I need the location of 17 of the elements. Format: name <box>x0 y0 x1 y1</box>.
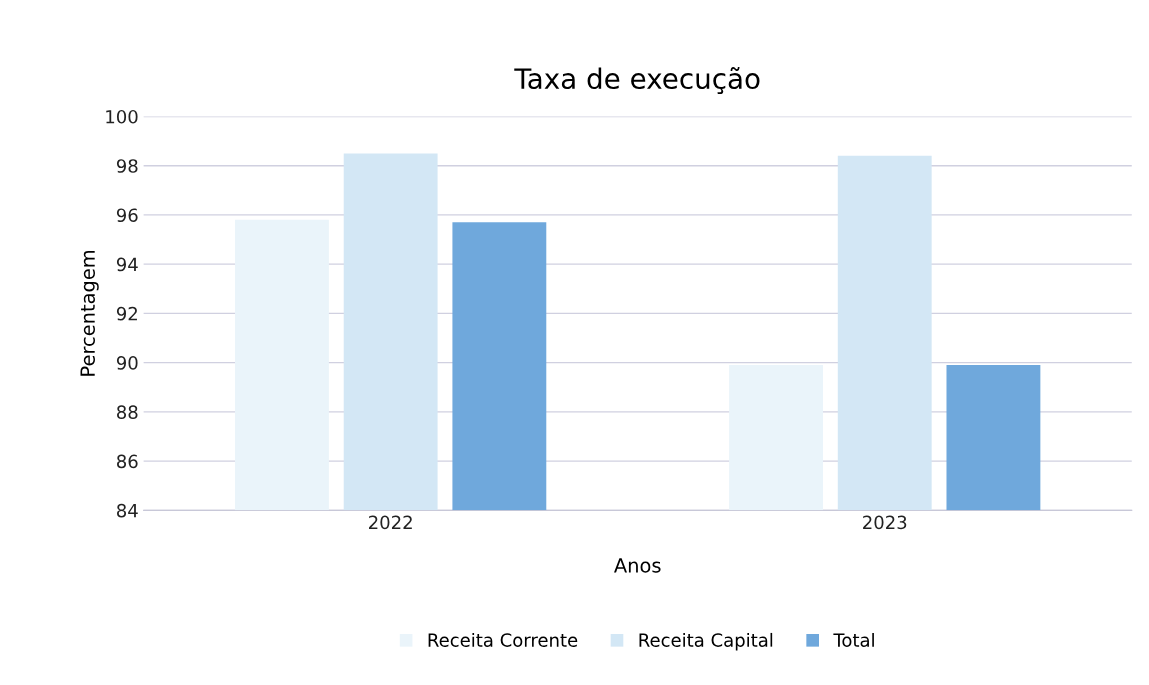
y-tick-label: 96 <box>116 208 138 223</box>
y-tick-label: 84 <box>117 503 138 518</box>
y-tick-label: 100 <box>106 109 138 124</box>
legend-label: Receita Corrente <box>428 632 578 647</box>
y-tick-label: 90 <box>116 356 138 370</box>
legend-label: Receita Capital <box>639 632 773 651</box>
x-axis-title: Anos <box>614 558 661 573</box>
y-tick-label: 86 <box>117 454 138 469</box>
x-tick-label: 2023 <box>863 515 907 530</box>
y-tick-label: 88 <box>117 405 138 419</box>
y-tick-label: 98 <box>116 159 138 173</box>
y-axis-title: Percentagem <box>80 250 99 376</box>
chart-title: Taxa de execução <box>514 67 760 95</box>
x-tick-label: 2022 <box>369 515 412 530</box>
y-tick-label: 94 <box>116 257 138 272</box>
legend-label: Total <box>833 632 874 647</box>
y-tick-label: 92 <box>116 306 137 321</box>
